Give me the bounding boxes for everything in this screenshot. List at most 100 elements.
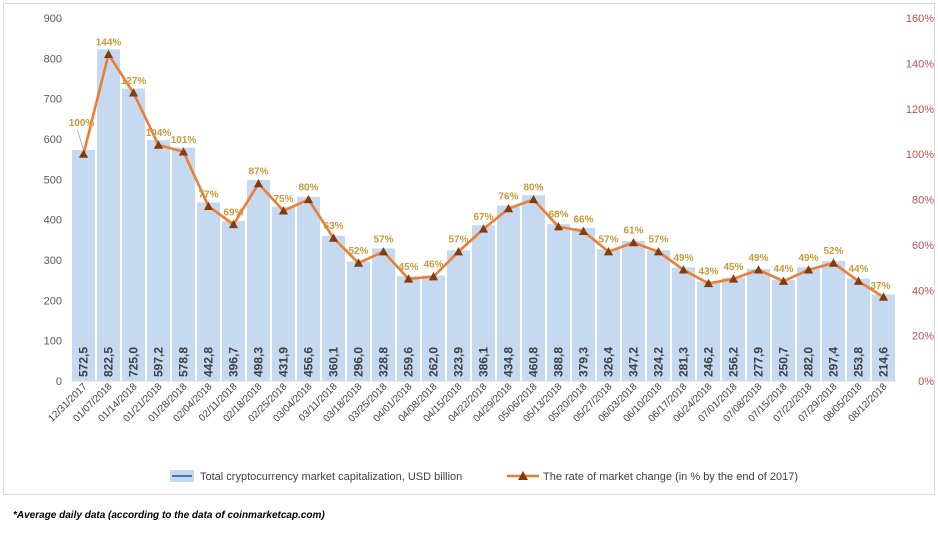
- bar-value-label: 347,2: [627, 347, 641, 377]
- bar-value-label: 434,8: [502, 347, 516, 377]
- y-left-tick-label: 200: [44, 295, 62, 307]
- y-left-tick-label: 500: [44, 174, 62, 186]
- rate-marker: [378, 247, 389, 256]
- rate-marker: [153, 140, 164, 149]
- rate-marker: [878, 292, 889, 301]
- bar-value-label: 281,3: [677, 347, 691, 377]
- rate-value-label: 43%: [698, 266, 718, 277]
- y-right-tick-label: 100%: [906, 149, 934, 161]
- rate-value-label: 77%: [198, 189, 218, 200]
- rate-marker: [328, 233, 339, 242]
- bar: [197, 202, 220, 381]
- bar: [297, 196, 320, 381]
- legend-line-marker: [518, 471, 528, 480]
- bar-value-label: 442,8: [202, 347, 216, 377]
- chart-svg: 0 100 200 300 400 500 600 700 800 900 0% 20% 40% 60% 8…: [44, 13, 935, 483]
- rate-value-label: 57%: [373, 235, 393, 246]
- bar: [97, 49, 120, 382]
- rate-value-label: 80%: [523, 183, 543, 194]
- rate-value-label: 52%: [823, 246, 843, 257]
- bar: [747, 268, 770, 381]
- y-right-tick-label: 40%: [912, 285, 934, 297]
- rate-value-label: 44%: [773, 264, 793, 275]
- bar-value-label: 498,3: [252, 347, 266, 377]
- bar-value-label: 246,2: [702, 347, 716, 377]
- y-right-tick-label: 60%: [912, 240, 934, 252]
- bar: [447, 250, 470, 381]
- y-right-tick-label: 0%: [918, 376, 934, 388]
- bar: [572, 228, 595, 381]
- legend: Total cryptocurrency market capitalizati…: [170, 470, 798, 483]
- rate-value-label: 76%: [498, 192, 518, 203]
- bar: [422, 275, 445, 381]
- rate-marker: [553, 222, 564, 231]
- rate-value-label: 63%: [323, 221, 343, 232]
- bar: [872, 294, 895, 381]
- bar-value-label: 360,1: [327, 347, 341, 377]
- y-left-tick-label: 0: [56, 376, 62, 388]
- line-layer: [78, 49, 889, 301]
- bar-value-label: 259,6: [402, 347, 416, 377]
- rate-marker: [653, 247, 664, 256]
- bar: [522, 195, 545, 381]
- rate-marker: [203, 201, 214, 210]
- rate-marker: [803, 265, 814, 274]
- bar-value-label: 725,0: [127, 347, 141, 377]
- legend-line-label: The rate of market change (in % by the e…: [543, 471, 798, 483]
- rate-value-label: 52%: [348, 246, 368, 257]
- rate-value-label: 49%: [748, 253, 768, 264]
- bar-value-label: 296,0: [352, 347, 366, 377]
- bars-layer: [72, 49, 895, 382]
- rate-value-label: 104%: [146, 128, 172, 139]
- bar: [772, 279, 795, 381]
- rate-marker: [453, 247, 464, 256]
- bar: [397, 276, 420, 381]
- rate-value-label: 61%: [623, 226, 643, 237]
- rate-value-label: 57%: [648, 235, 668, 246]
- bar-value-label: 572,5: [77, 347, 91, 377]
- rate-value-label: 100%: [69, 118, 95, 129]
- bar: [147, 140, 170, 381]
- y-right-tick-label: 80%: [912, 195, 934, 207]
- bar-value-label: 253,8: [852, 347, 866, 377]
- bar-value-label: 262,0: [427, 347, 441, 377]
- bar-value-label: 297,4: [827, 347, 841, 377]
- rate-value-label: 37%: [870, 281, 890, 292]
- rate-marker: [728, 274, 739, 283]
- bar-value-label: 326,4: [602, 347, 616, 377]
- rate-marker: [253, 179, 264, 188]
- labels-layer: 572,5 822,5 725,0 597,2 578,8 442,8 396,7 498,3…: [69, 37, 891, 377]
- y-left-tick-label: 300: [44, 255, 62, 267]
- rate-marker: [703, 278, 714, 288]
- rate-value-label: 69%: [223, 207, 243, 218]
- bar: [372, 248, 395, 381]
- y-right-tick-label: 160%: [906, 13, 934, 25]
- bar: [247, 180, 270, 381]
- rate-marker: [353, 258, 364, 267]
- rate-marker: [853, 276, 864, 285]
- rate-marker: [103, 49, 114, 58]
- bar: [497, 205, 520, 381]
- bar-value-label: 324,2: [652, 347, 666, 377]
- bar: [72, 150, 95, 381]
- rate-marker: [503, 203, 514, 213]
- bar: [222, 220, 245, 381]
- bar: [272, 206, 295, 381]
- legend-bar-label: Total cryptocurrency market capitalizati…: [200, 471, 462, 483]
- rate-marker: [278, 206, 289, 215]
- rate-value-label: 87%: [248, 167, 268, 178]
- rate-marker: [628, 238, 639, 247]
- bar-value-label: 250,7: [777, 347, 791, 377]
- bar-value-label: 388,8: [552, 347, 566, 377]
- rate-marker: [428, 272, 439, 281]
- bar-value-label: 396,7: [227, 347, 241, 377]
- rate-marker: [528, 194, 539, 204]
- y-left-tick-label: 600: [44, 134, 62, 146]
- bar: [472, 225, 495, 381]
- bar: [797, 267, 820, 381]
- rate-marker: [178, 147, 189, 156]
- bar-value-label: 214,6: [877, 347, 891, 377]
- rate-value-label: 75%: [273, 194, 293, 205]
- bar: [672, 267, 695, 381]
- bar-value-label: 386,1: [477, 347, 491, 377]
